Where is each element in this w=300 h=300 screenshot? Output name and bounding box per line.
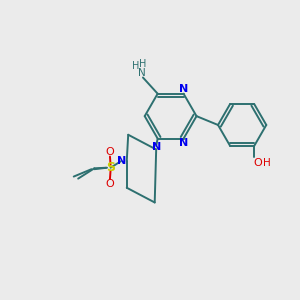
Text: N: N bbox=[138, 68, 145, 78]
Text: O: O bbox=[106, 146, 114, 157]
Text: H: H bbox=[263, 158, 271, 168]
Text: H: H bbox=[133, 61, 140, 71]
Text: N: N bbox=[152, 142, 161, 152]
Text: H: H bbox=[139, 59, 147, 69]
Text: N: N bbox=[179, 84, 188, 94]
Text: O: O bbox=[106, 179, 114, 189]
Text: N: N bbox=[117, 156, 126, 166]
Text: O: O bbox=[254, 158, 262, 168]
Text: S: S bbox=[106, 161, 115, 174]
Text: N: N bbox=[179, 138, 188, 148]
